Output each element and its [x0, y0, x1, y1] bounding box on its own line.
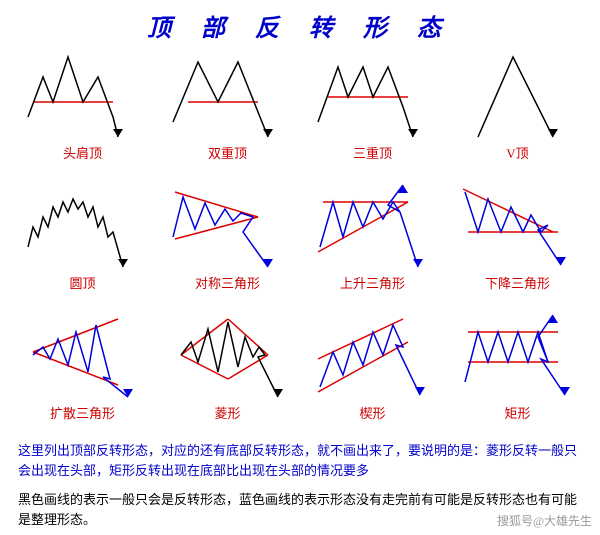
pattern-rectangle: 矩形: [445, 307, 590, 437]
description-primary: 这里列出顶部反转形态，对应的还有底部反转形态，就不画出来了，要说明的是：菱形反转…: [0, 437, 600, 484]
pattern-triple-top: 三重顶: [300, 47, 445, 177]
page-title: 顶 部 反 转 形 态: [0, 0, 600, 47]
pattern-head-shoulders: 头肩顶: [10, 47, 155, 177]
pattern-v-top: V顶: [445, 47, 590, 177]
pattern-asc-triangle: 上升三角形: [300, 177, 445, 307]
pattern-label: 上升三角形: [340, 273, 405, 292]
pattern-broadening: 扩散三角形: [10, 307, 155, 437]
pattern-label: 矩形: [504, 403, 530, 422]
pattern-desc-triangle: 下降三角形: [445, 177, 590, 307]
pattern-label: V顶: [506, 143, 528, 162]
pattern-label: 对称三角形: [195, 273, 260, 292]
pattern-label: 菱形: [214, 403, 240, 422]
pattern-wedge: 楔形: [300, 307, 445, 437]
pattern-sym-triangle: 对称三角形: [155, 177, 300, 307]
pattern-grid: 头肩顶 双重顶 三重顶 V顶圆顶 对称三角形 上升三角形 下降三角形扩散三角形 菱形 楔形 矩形: [0, 47, 600, 437]
pattern-label: 头肩顶: [63, 143, 102, 162]
pattern-label: 扩散三角形: [50, 403, 115, 422]
pattern-label: 三重顶: [353, 143, 392, 162]
pattern-label: 双重顶: [208, 143, 247, 162]
pattern-rounding-top: 圆顶: [10, 177, 155, 307]
pattern-double-top: 双重顶: [155, 47, 300, 177]
pattern-label: 下降三角形: [485, 273, 550, 292]
pattern-label: 楔形: [359, 403, 385, 422]
pattern-label: 圆顶: [69, 273, 95, 292]
pattern-diamond: 菱形: [155, 307, 300, 437]
watermark-text: 搜狐号@大雄先生: [497, 512, 592, 529]
